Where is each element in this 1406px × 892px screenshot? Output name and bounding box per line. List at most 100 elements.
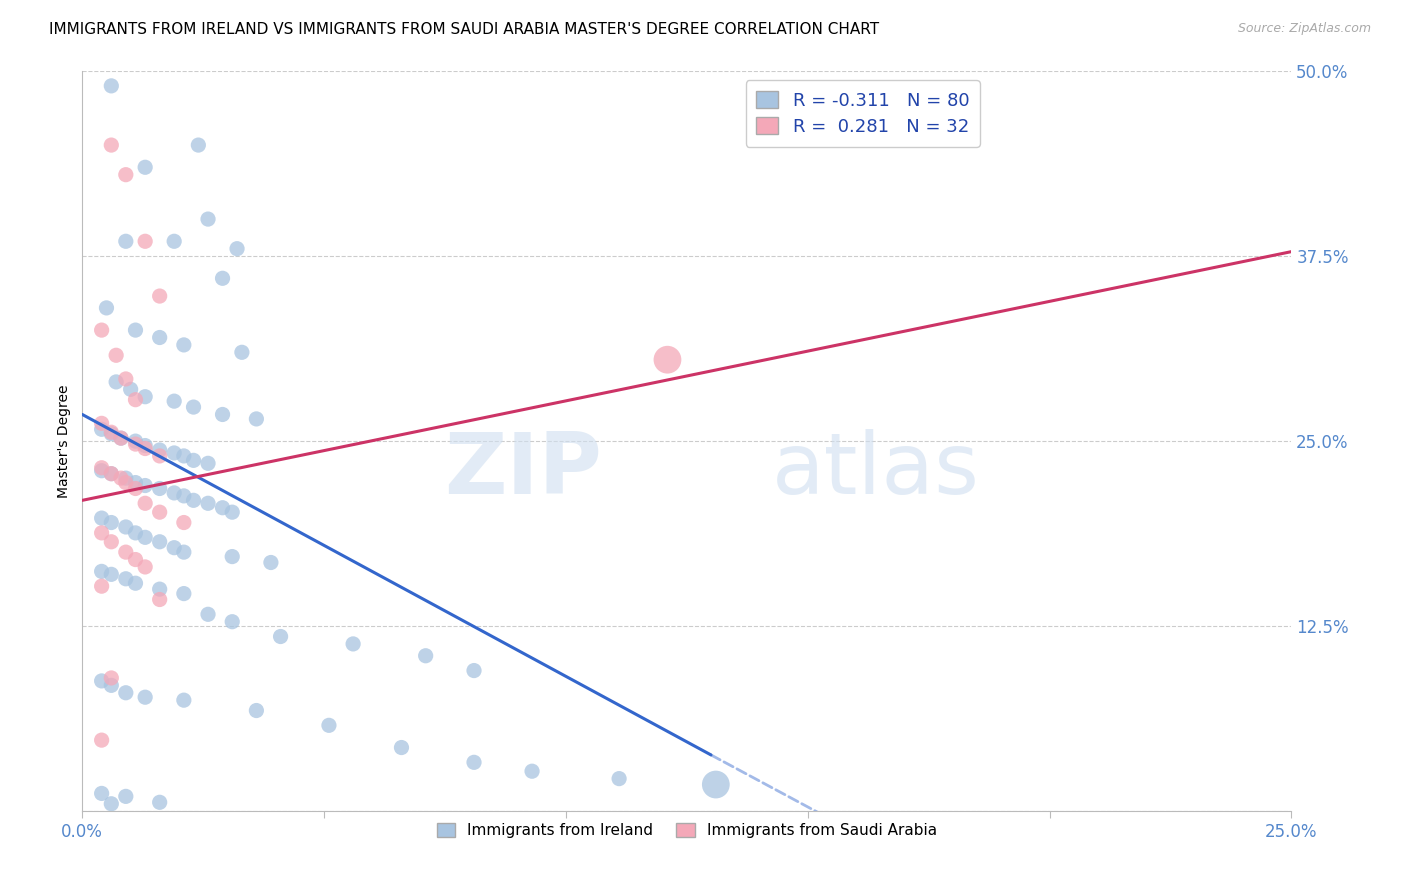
Point <box>90 579 112 593</box>
Point <box>607 772 630 786</box>
Point <box>149 592 172 607</box>
Text: Source: ZipAtlas.com: Source: ZipAtlas.com <box>1237 22 1371 36</box>
Point <box>134 235 156 249</box>
Point <box>197 496 219 510</box>
Point <box>124 392 146 407</box>
Text: ZIP: ZIP <box>444 429 602 512</box>
Point <box>173 449 195 463</box>
Point <box>100 516 122 530</box>
Point <box>100 671 122 685</box>
Point <box>342 637 364 651</box>
Point <box>134 478 156 492</box>
Point <box>245 704 267 718</box>
Point <box>105 348 128 362</box>
Point <box>124 434 146 449</box>
Point <box>90 417 112 431</box>
Point <box>173 545 195 559</box>
Point <box>114 545 136 559</box>
Point <box>110 431 132 445</box>
Point <box>187 138 209 153</box>
Point <box>100 78 122 93</box>
Point <box>245 412 267 426</box>
Text: IMMIGRANTS FROM IRELAND VS IMMIGRANTS FROM SAUDI ARABIA MASTER'S DEGREE CORRELAT: IMMIGRANTS FROM IRELAND VS IMMIGRANTS FR… <box>49 22 879 37</box>
Point <box>100 425 122 440</box>
Point <box>173 516 195 530</box>
Point <box>149 505 172 519</box>
Point <box>124 475 146 490</box>
Point <box>318 718 340 732</box>
Point <box>96 301 118 315</box>
Point <box>183 493 205 508</box>
Point <box>226 242 249 256</box>
Point <box>149 442 172 457</box>
Point <box>149 582 172 596</box>
Point <box>197 212 219 227</box>
Point <box>173 693 195 707</box>
Point <box>90 565 112 579</box>
Point <box>100 678 122 692</box>
Point <box>134 161 156 175</box>
Point <box>149 795 172 809</box>
Point <box>463 664 485 678</box>
Point <box>149 449 172 463</box>
Point <box>163 541 186 555</box>
Point <box>90 464 112 478</box>
Point <box>657 352 679 367</box>
Point <box>134 390 156 404</box>
Point <box>704 778 727 792</box>
Point <box>90 786 112 800</box>
Point <box>221 505 243 519</box>
Point <box>173 586 195 600</box>
Point <box>149 482 172 496</box>
Point <box>90 733 112 747</box>
Point <box>221 615 243 629</box>
Point <box>124 525 146 540</box>
Point <box>134 439 156 453</box>
Point <box>415 648 437 663</box>
Point <box>100 567 122 582</box>
Point <box>114 686 136 700</box>
Point <box>197 607 219 622</box>
Point <box>134 690 156 705</box>
Point <box>221 549 243 564</box>
Point <box>100 467 122 481</box>
Point <box>183 453 205 467</box>
Point <box>124 323 146 337</box>
Y-axis label: Master's Degree: Master's Degree <box>58 384 72 498</box>
Point <box>149 289 172 303</box>
Point <box>134 530 156 544</box>
Point <box>163 394 186 409</box>
Point <box>90 422 112 436</box>
Point <box>120 382 142 396</box>
Point <box>163 486 186 500</box>
Point <box>163 235 186 249</box>
Point <box>114 372 136 386</box>
Point <box>134 442 156 456</box>
Text: atlas: atlas <box>772 429 980 512</box>
Legend: Immigrants from Ireland, Immigrants from Saudi Arabia: Immigrants from Ireland, Immigrants from… <box>430 816 943 844</box>
Point <box>163 446 186 460</box>
Point <box>100 467 122 481</box>
Point <box>520 764 543 779</box>
Point <box>110 431 132 445</box>
Point <box>134 560 156 574</box>
Point <box>114 471 136 485</box>
Point <box>173 338 195 352</box>
Point <box>90 460 112 475</box>
Point <box>114 168 136 182</box>
Point <box>114 475 136 490</box>
Point <box>124 437 146 451</box>
Point <box>90 323 112 337</box>
Point <box>114 789 136 804</box>
Point <box>211 271 233 285</box>
Point <box>124 482 146 496</box>
Point <box>211 500 233 515</box>
Point <box>173 489 195 503</box>
Point <box>110 471 132 485</box>
Point <box>463 756 485 770</box>
Point <box>124 552 146 566</box>
Point <box>211 408 233 422</box>
Point <box>124 576 146 591</box>
Point <box>149 330 172 344</box>
Point <box>391 740 413 755</box>
